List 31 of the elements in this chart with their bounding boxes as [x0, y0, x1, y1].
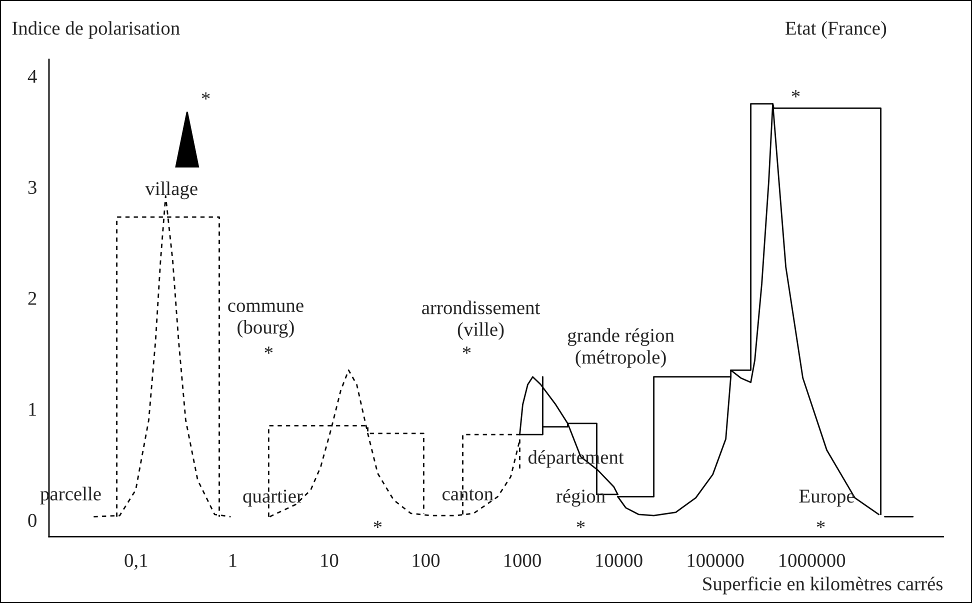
- x-tick-label: 1000: [504, 554, 541, 568]
- annotation: *: [202, 92, 210, 100]
- y-tick-label: 3: [28, 180, 36, 194]
- x-axis-title: Superficie en kilomètres carrés: [703, 576, 943, 594]
- annotation: village: [145, 182, 198, 200]
- annotation: *: [462, 346, 471, 354]
- annotation: *: [576, 520, 585, 528]
- annotation: *: [792, 90, 800, 98]
- annotation: région: [556, 488, 606, 507]
- annotation: arrondissement (ville): [422, 300, 540, 340]
- annotation: quartier: [243, 490, 303, 507]
- y-tick-label: 2: [28, 292, 36, 305]
- annotation: *: [264, 346, 273, 354]
- annotation: *: [374, 520, 382, 528]
- x-tick-label: 1: [230, 554, 236, 567]
- annotation: canton: [442, 489, 494, 500]
- annotation: *: [816, 520, 825, 528]
- y-axis-title: Indice de polarisation: [12, 21, 180, 39]
- x-tick-label: 0,1: [124, 554, 148, 570]
- annotation: commune (bourg): [228, 302, 304, 338]
- y-tick-label: 4: [28, 70, 37, 83]
- x-tick-label: 1000000: [779, 554, 846, 568]
- y-tick-label: 1: [29, 402, 36, 416]
- x-tick-label: 100000: [688, 554, 744, 568]
- y-tick-label: 0: [28, 514, 36, 527]
- x-tick-label: 10: [321, 554, 338, 568]
- x-tick-label: 100: [412, 554, 440, 568]
- x-tick-label: 10000: [596, 554, 642, 568]
- annotation: grande région (métropole): [568, 328, 674, 368]
- text: Etat (France): [785, 21, 886, 39]
- annotation: Europe: [799, 490, 854, 507]
